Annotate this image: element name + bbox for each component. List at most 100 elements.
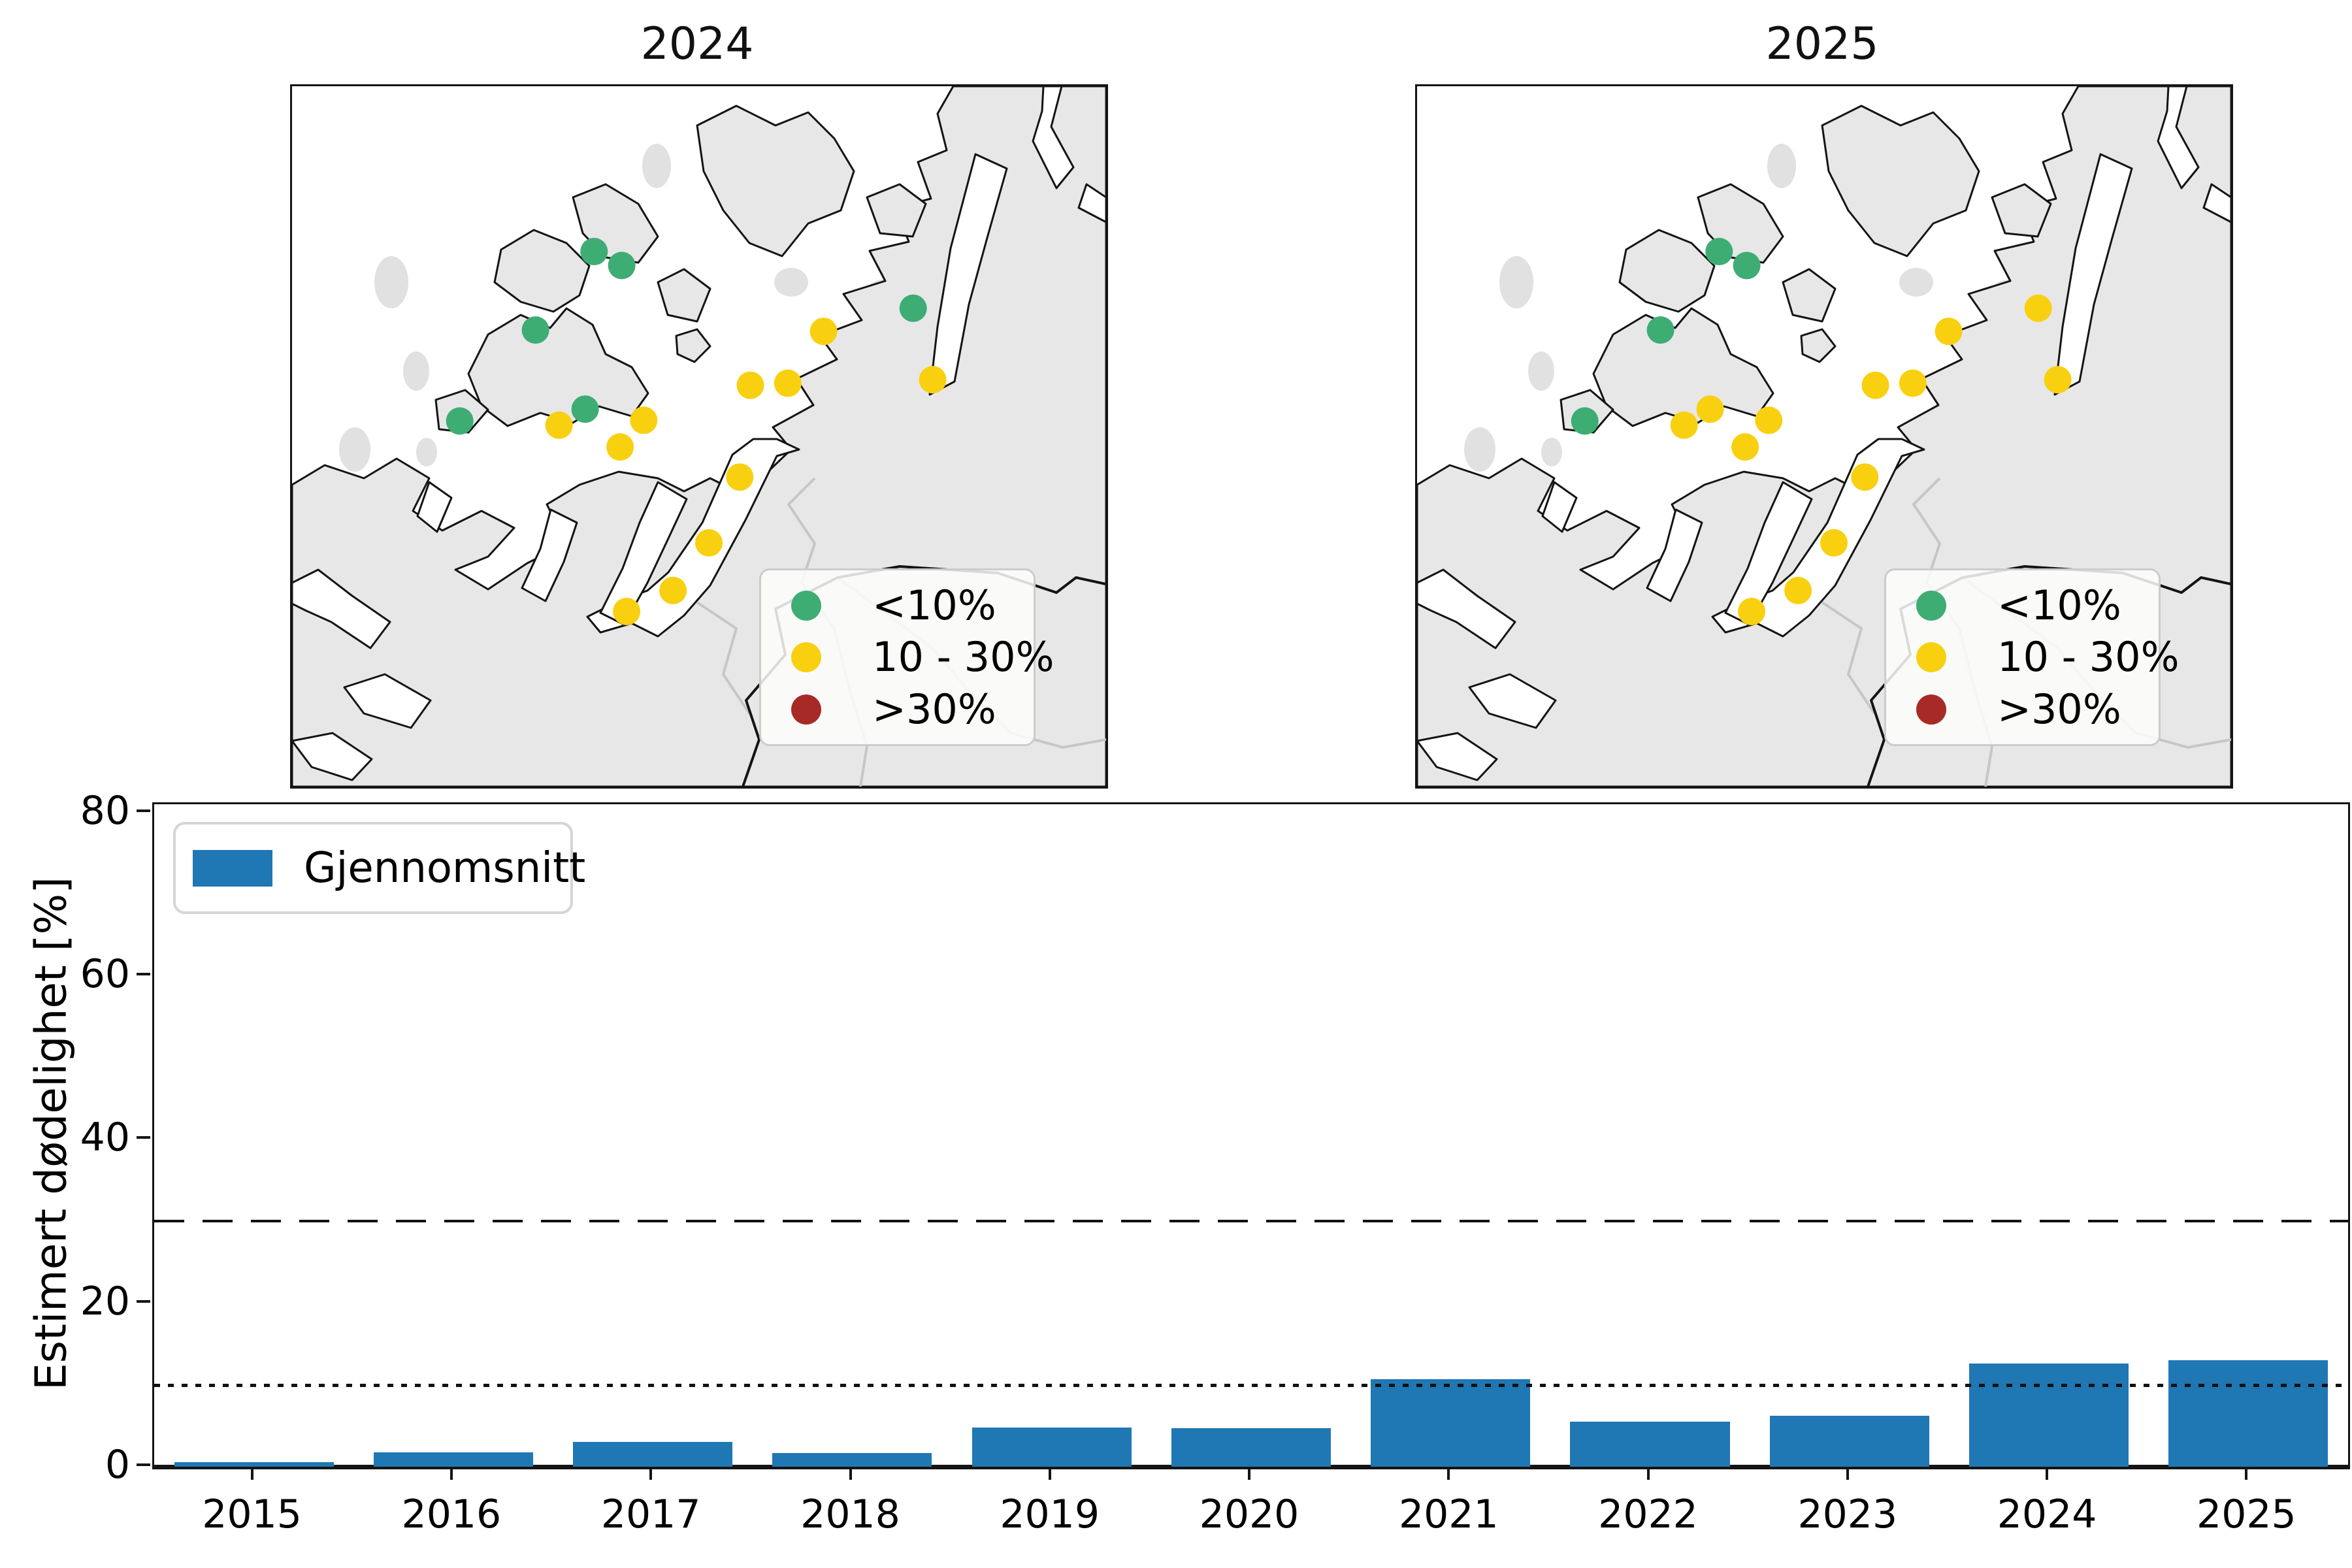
yellow-dot-icon (1916, 642, 1946, 672)
map-legend-label: <10% (872, 581, 996, 629)
farm-dots-layer-2024 (446, 238, 947, 625)
x-tick-label: 2015 (202, 1492, 302, 1537)
farm-location-dot (613, 598, 641, 625)
farm-location-dot (899, 294, 927, 322)
x-tick-label: 2024 (1997, 1492, 2097, 1537)
farm-location-dot (1851, 463, 1879, 491)
y-tick-mark (137, 1299, 150, 1303)
map-legend-label: >30% (1997, 685, 2121, 733)
bar-2015 (174, 1462, 334, 1467)
farm-location-dot (1670, 411, 1698, 439)
x-tick-label: 2025 (2197, 1492, 2296, 1537)
bar-2017 (573, 1442, 733, 1467)
farm-location-dot (571, 395, 599, 423)
dotted-reference-line-10 (154, 1383, 2348, 1387)
farm-location-dot (2024, 294, 2052, 322)
x-tick-label: 2017 (600, 1492, 701, 1537)
farm-location-dot (1861, 371, 1889, 399)
farm-location-dot (659, 576, 687, 604)
farm-location-dot (1784, 576, 1812, 604)
x-tick-mark (2046, 1467, 2049, 1480)
farm-location-dot (446, 407, 474, 435)
green-dot-icon (1916, 590, 1946, 621)
x-tick-mark (250, 1467, 253, 1480)
farm-location-dot (580, 238, 608, 265)
x-tick-mark (849, 1467, 852, 1480)
map-legend-row: 10 - 30% (791, 636, 1054, 678)
map-legend-row: <10% (1916, 581, 2159, 629)
x-tick-label: 2019 (1000, 1492, 1100, 1537)
bar-2023 (1769, 1416, 1929, 1467)
x-tick-label: 2023 (1797, 1492, 1898, 1537)
farm-location-dot (608, 252, 636, 280)
y-tick-label: 20 (80, 1278, 130, 1324)
bar-2025 (2168, 1360, 2328, 1467)
map-legend-2024: <10% 10 - 30% >30% (759, 568, 1054, 746)
farm-location-dot (1646, 316, 1674, 344)
x-tick-label: 2016 (401, 1492, 502, 1537)
map-legend-row: 10 - 30% (1916, 636, 2180, 678)
farm-location-dot (2044, 366, 2072, 394)
map-legend-row: >30% (1916, 685, 2159, 733)
bar-2016 (373, 1452, 533, 1467)
y-tick-mark (137, 809, 150, 812)
bar-2024 (1969, 1364, 2129, 1467)
farm-location-dot (1755, 406, 1783, 434)
farm-location-dot (726, 463, 754, 491)
y-tick-mark (137, 1136, 150, 1139)
chart-legend-label: Gjennomsnitt (304, 843, 586, 892)
map-legend-label: >30% (872, 685, 996, 733)
x-tick-mark (649, 1467, 653, 1480)
map-legend-2025: <10% 10 - 30% >30% (1884, 568, 2180, 746)
y-tick-mark (137, 972, 150, 975)
x-tick-mark (1447, 1467, 1450, 1480)
map-legend-row: <10% (791, 581, 1034, 629)
bar-2020 (1171, 1428, 1331, 1467)
farm-location-dot (774, 369, 802, 397)
bar-2019 (972, 1427, 1132, 1467)
y-tick-mark (137, 1463, 150, 1466)
yellow-dot-icon (791, 642, 821, 672)
red-dot-icon (1916, 694, 1946, 725)
map-legend-label: <10% (1997, 581, 2121, 629)
farm-location-dot (1733, 252, 1761, 280)
farm-location-dot (1731, 433, 1759, 461)
x-tick-label: 2021 (1398, 1492, 1499, 1537)
y-tick-label: 80 (80, 787, 130, 834)
x-tick-mark (1646, 1467, 1650, 1480)
y-tick-label: 60 (80, 951, 130, 997)
farm-location-dot (521, 316, 549, 344)
x-axis-line (152, 1465, 2350, 1469)
x-tick-label: 2020 (1199, 1492, 1299, 1537)
farm-location-dot (1571, 407, 1599, 435)
map-legend-row: >30% (791, 685, 1034, 733)
farm-location-dot (1696, 395, 1724, 423)
farm-location-dot (1820, 529, 1848, 557)
x-tick-label: 2018 (800, 1492, 900, 1537)
bar-2018 (772, 1452, 932, 1467)
x-tick-mark (1248, 1467, 1250, 1480)
map-legend-label: 10 - 30% (872, 633, 1054, 681)
farm-location-dot (809, 318, 838, 346)
bar-2022 (1570, 1422, 1730, 1467)
x-tick-mark (1048, 1467, 1051, 1480)
map-title-2025: 2025 (1765, 18, 1879, 70)
farm-location-dot (1935, 318, 1963, 346)
red-dot-icon (791, 694, 821, 725)
chart-legend: Gjennomsnitt (173, 822, 585, 914)
x-tick-mark (1846, 1467, 1849, 1480)
dashed-reference-line-30 (154, 1220, 2348, 1223)
legend-swatch-icon (193, 849, 272, 887)
x-tick-label: 2022 (1598, 1492, 1698, 1537)
farm-location-dot (545, 411, 573, 439)
farm-location-dot (606, 433, 634, 461)
farm-location-dot (1899, 369, 1927, 397)
farm-location-dot (919, 366, 947, 394)
farm-location-dot (1705, 238, 1733, 265)
x-tick-mark (449, 1467, 453, 1480)
y-tick-label: 0 (105, 1442, 130, 1488)
farm-dots-layer-2025 (1571, 238, 2072, 625)
farm-location-dot (630, 406, 658, 434)
x-tick-mark (2245, 1467, 2248, 1480)
